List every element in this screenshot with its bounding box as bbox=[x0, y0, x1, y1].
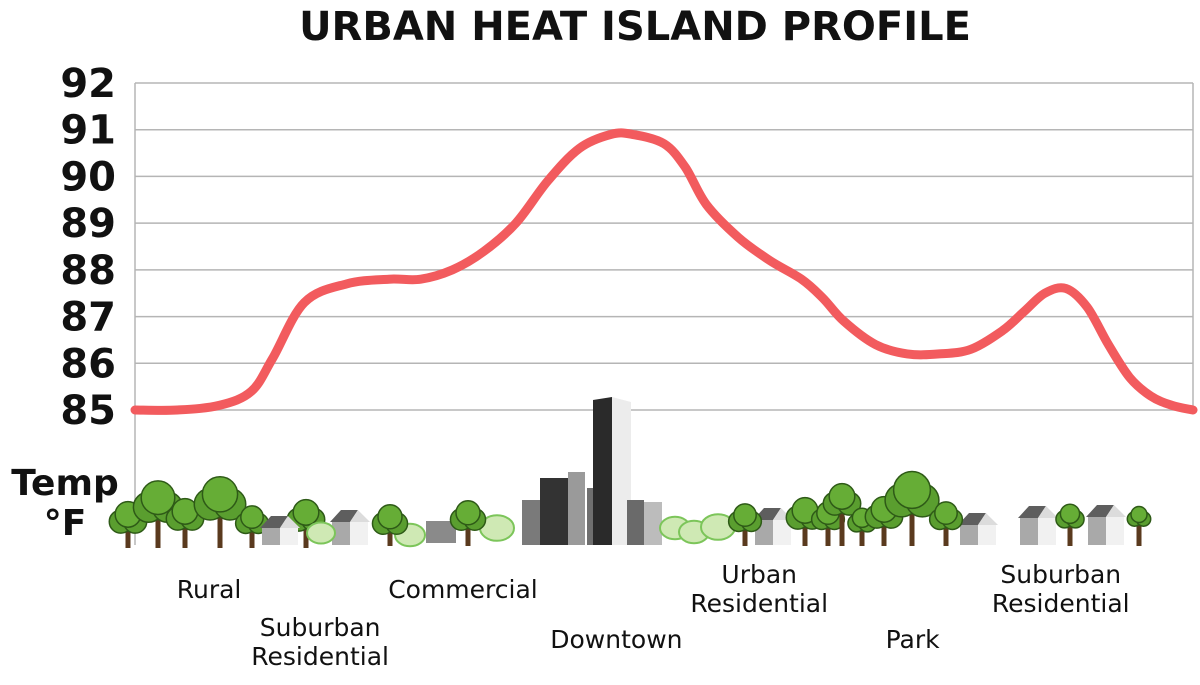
zone-label: Suburban bbox=[260, 613, 381, 642]
tree-icon bbox=[822, 482, 862, 546]
tree-icon bbox=[108, 500, 148, 548]
zone-label: Residential bbox=[251, 642, 389, 671]
y-tick-label: 90 bbox=[60, 154, 116, 200]
tree-icon bbox=[1055, 503, 1085, 546]
houses bbox=[260, 505, 1126, 545]
gridlines bbox=[134, 82, 1194, 545]
y-tick-label: 85 bbox=[60, 388, 116, 434]
y-tick-label: 87 bbox=[60, 295, 116, 341]
zone-label: Residential bbox=[992, 589, 1130, 618]
zone-label: Downtown bbox=[550, 625, 682, 654]
zone-label: Commercial bbox=[388, 575, 538, 604]
house-icon bbox=[1086, 505, 1126, 545]
tree-icon bbox=[884, 470, 940, 546]
temperature-line bbox=[130, 128, 1198, 415]
landscape-illustration bbox=[108, 397, 1152, 548]
y-axis-label-line-2: °F bbox=[44, 503, 87, 544]
tree-icon bbox=[727, 503, 763, 546]
y-tick-label: 86 bbox=[60, 341, 116, 387]
tree-icon bbox=[371, 504, 409, 546]
y-tick-label: 89 bbox=[60, 201, 116, 247]
tree-icon bbox=[165, 497, 205, 548]
tree-icon bbox=[928, 501, 964, 546]
y-tick-label: 92 bbox=[60, 61, 116, 107]
y-tick-label: 91 bbox=[60, 108, 116, 154]
y-tick-label: 88 bbox=[60, 248, 116, 294]
house-icon bbox=[260, 516, 300, 545]
zone-label: Rural bbox=[177, 575, 242, 604]
trees bbox=[371, 470, 1152, 546]
chart-title: URBAN HEAT ISLAND PROFILE bbox=[299, 4, 971, 50]
tree-icon bbox=[449, 500, 487, 546]
tree-icon bbox=[193, 475, 247, 548]
zone-label: Residential bbox=[690, 589, 828, 618]
house-icon bbox=[330, 510, 370, 545]
temperature-line-series bbox=[130, 128, 1198, 415]
x-zone-labels: RuralSuburbanResidentialCommercialDownto… bbox=[177, 560, 1130, 671]
shrub-icon bbox=[306, 521, 336, 545]
shrubs bbox=[306, 513, 736, 548]
ground-trees-rural bbox=[108, 475, 326, 548]
tree-icon bbox=[1126, 505, 1152, 546]
buildings bbox=[426, 397, 662, 545]
zone-label: Suburban bbox=[1000, 560, 1121, 589]
zone-label: Urban bbox=[721, 560, 797, 589]
house-icon bbox=[958, 513, 998, 545]
zone-label: Park bbox=[886, 625, 941, 654]
house-icon bbox=[1018, 506, 1058, 545]
y-axis-label: Temp °F bbox=[11, 463, 118, 544]
y-axis-label-line-1: Temp bbox=[11, 463, 118, 504]
